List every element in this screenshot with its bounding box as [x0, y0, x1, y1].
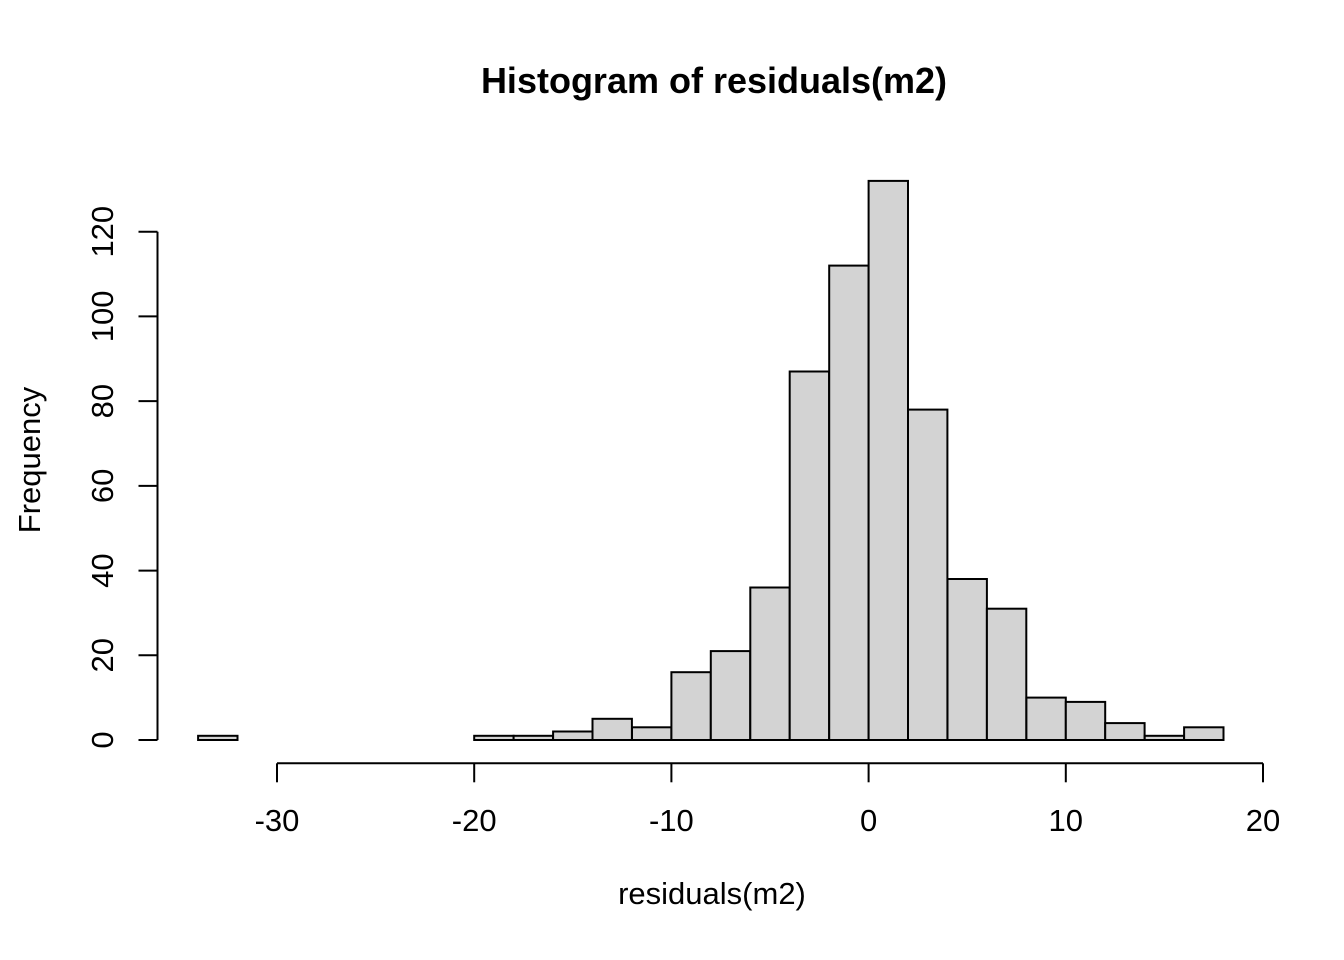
x-axis-tick-label: -20 [452, 803, 497, 838]
histogram-bar [867, 179, 909, 741]
axes-layer: -30 -20 -10 0 10 20 0 20 40 60 80 100 120 [85, 206, 1280, 838]
histogram-bar [1183, 726, 1225, 741]
histogram-bar [828, 264, 870, 741]
y-axis-tick-label: 0 [85, 731, 120, 748]
histogram-bar [473, 734, 515, 741]
x-axis-label: residuals(m2) [618, 876, 806, 911]
x-axis-tick-label: -10 [649, 803, 694, 838]
histogram-bar [1025, 696, 1067, 741]
y-axis-tick-label: 60 [85, 469, 120, 503]
y-axis-tick-label: 40 [85, 553, 120, 587]
histogram-bar [788, 370, 831, 741]
y-axis-tick-label: 100 [85, 291, 120, 343]
histogram-bar [670, 671, 712, 742]
x-axis-tick-label: 10 [1049, 803, 1083, 838]
x-axis-tick-label: -30 [255, 803, 300, 838]
histogram-bar [946, 578, 988, 741]
histogram-bar [1104, 722, 1146, 741]
histogram-bar [552, 730, 594, 741]
histogram-bar [197, 734, 239, 741]
y-axis-label: Frequency [12, 386, 47, 533]
x-axis-tick-label: 0 [860, 803, 877, 838]
histogram-bar [749, 586, 791, 741]
histogram-bar [907, 408, 949, 741]
histogram-bars-layer [197, 179, 1225, 742]
histogram-bar [1143, 734, 1186, 741]
y-axis-tick-label: 80 [85, 384, 120, 418]
y-axis-tick-label: 120 [85, 206, 120, 258]
chart-title: Histogram of residuals(m2) [481, 60, 947, 101]
histogram-bar [709, 650, 752, 741]
histogram-bar [1064, 700, 1107, 742]
histogram-bar [591, 717, 633, 741]
x-axis-tick-label: 20 [1246, 803, 1280, 838]
histogram-bar [631, 726, 673, 741]
histogram-bar [512, 734, 554, 741]
histogram-bar [985, 607, 1028, 742]
y-axis-tick-label: 20 [85, 638, 120, 672]
